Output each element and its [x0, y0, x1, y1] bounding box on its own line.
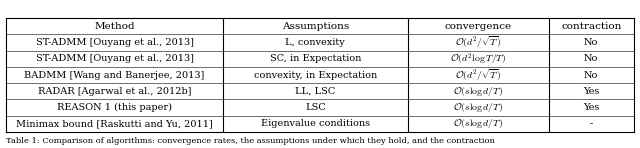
- Text: No: No: [584, 54, 598, 63]
- Text: Eigenvalue conditions: Eigenvalue conditions: [260, 119, 370, 128]
- Text: $\mathcal{O}(d^2/\sqrt{T})$: $\mathcal{O}(d^2/\sqrt{T})$: [455, 35, 502, 50]
- Text: convergence: convergence: [445, 22, 512, 31]
- Text: $\mathcal{O}(s \log d/T)$: $\mathcal{O}(s \log d/T)$: [453, 85, 504, 98]
- Text: No: No: [584, 38, 598, 47]
- Text: convexity, in Expectation: convexity, in Expectation: [253, 71, 377, 80]
- Text: Yes: Yes: [583, 103, 600, 112]
- Text: -: -: [589, 119, 593, 128]
- Text: No: No: [584, 71, 598, 80]
- Text: L, convexity: L, convexity: [285, 38, 345, 47]
- Text: LSC: LSC: [305, 103, 326, 112]
- Text: $\mathcal{O}(s \log d/T)$: $\mathcal{O}(s \log d/T)$: [453, 101, 504, 114]
- Text: SC, in Expectation: SC, in Expectation: [269, 54, 361, 63]
- Text: ST-ADMM [Ouyang et al., 2013]: ST-ADMM [Ouyang et al., 2013]: [36, 38, 193, 47]
- Text: $\mathcal{O}(d^2 \log T/T)$: $\mathcal{O}(d^2 \log T/T)$: [450, 51, 507, 67]
- Text: $\mathcal{O}(d^2/\sqrt{T})$: $\mathcal{O}(d^2/\sqrt{T})$: [455, 67, 502, 83]
- Text: BADMM [Wang and Banerjee, 2013]: BADMM [Wang and Banerjee, 2013]: [24, 71, 205, 80]
- Text: contraction: contraction: [561, 22, 621, 31]
- Text: RADAR [Agarwal et al., 2012b]: RADAR [Agarwal et al., 2012b]: [38, 87, 191, 96]
- Text: LL, LSC: LL, LSC: [295, 87, 335, 96]
- Text: Table 1: Comparison of algorithms: convergence rates, the assumptions under whic: Table 1: Comparison of algorithms: conve…: [6, 137, 495, 145]
- Text: REASON 1 (this paper): REASON 1 (this paper): [57, 103, 172, 112]
- Text: Minimax bound [Raskutti and Yu, 2011]: Minimax bound [Raskutti and Yu, 2011]: [16, 119, 213, 128]
- Text: $\mathcal{O}(s \log d/T)$: $\mathcal{O}(s \log d/T)$: [453, 117, 504, 130]
- Text: Method: Method: [94, 22, 135, 31]
- Text: Yes: Yes: [583, 87, 600, 96]
- Text: ST-ADMM [Ouyang et al., 2013]: ST-ADMM [Ouyang et al., 2013]: [36, 54, 193, 63]
- Text: Assumptions: Assumptions: [282, 22, 349, 31]
